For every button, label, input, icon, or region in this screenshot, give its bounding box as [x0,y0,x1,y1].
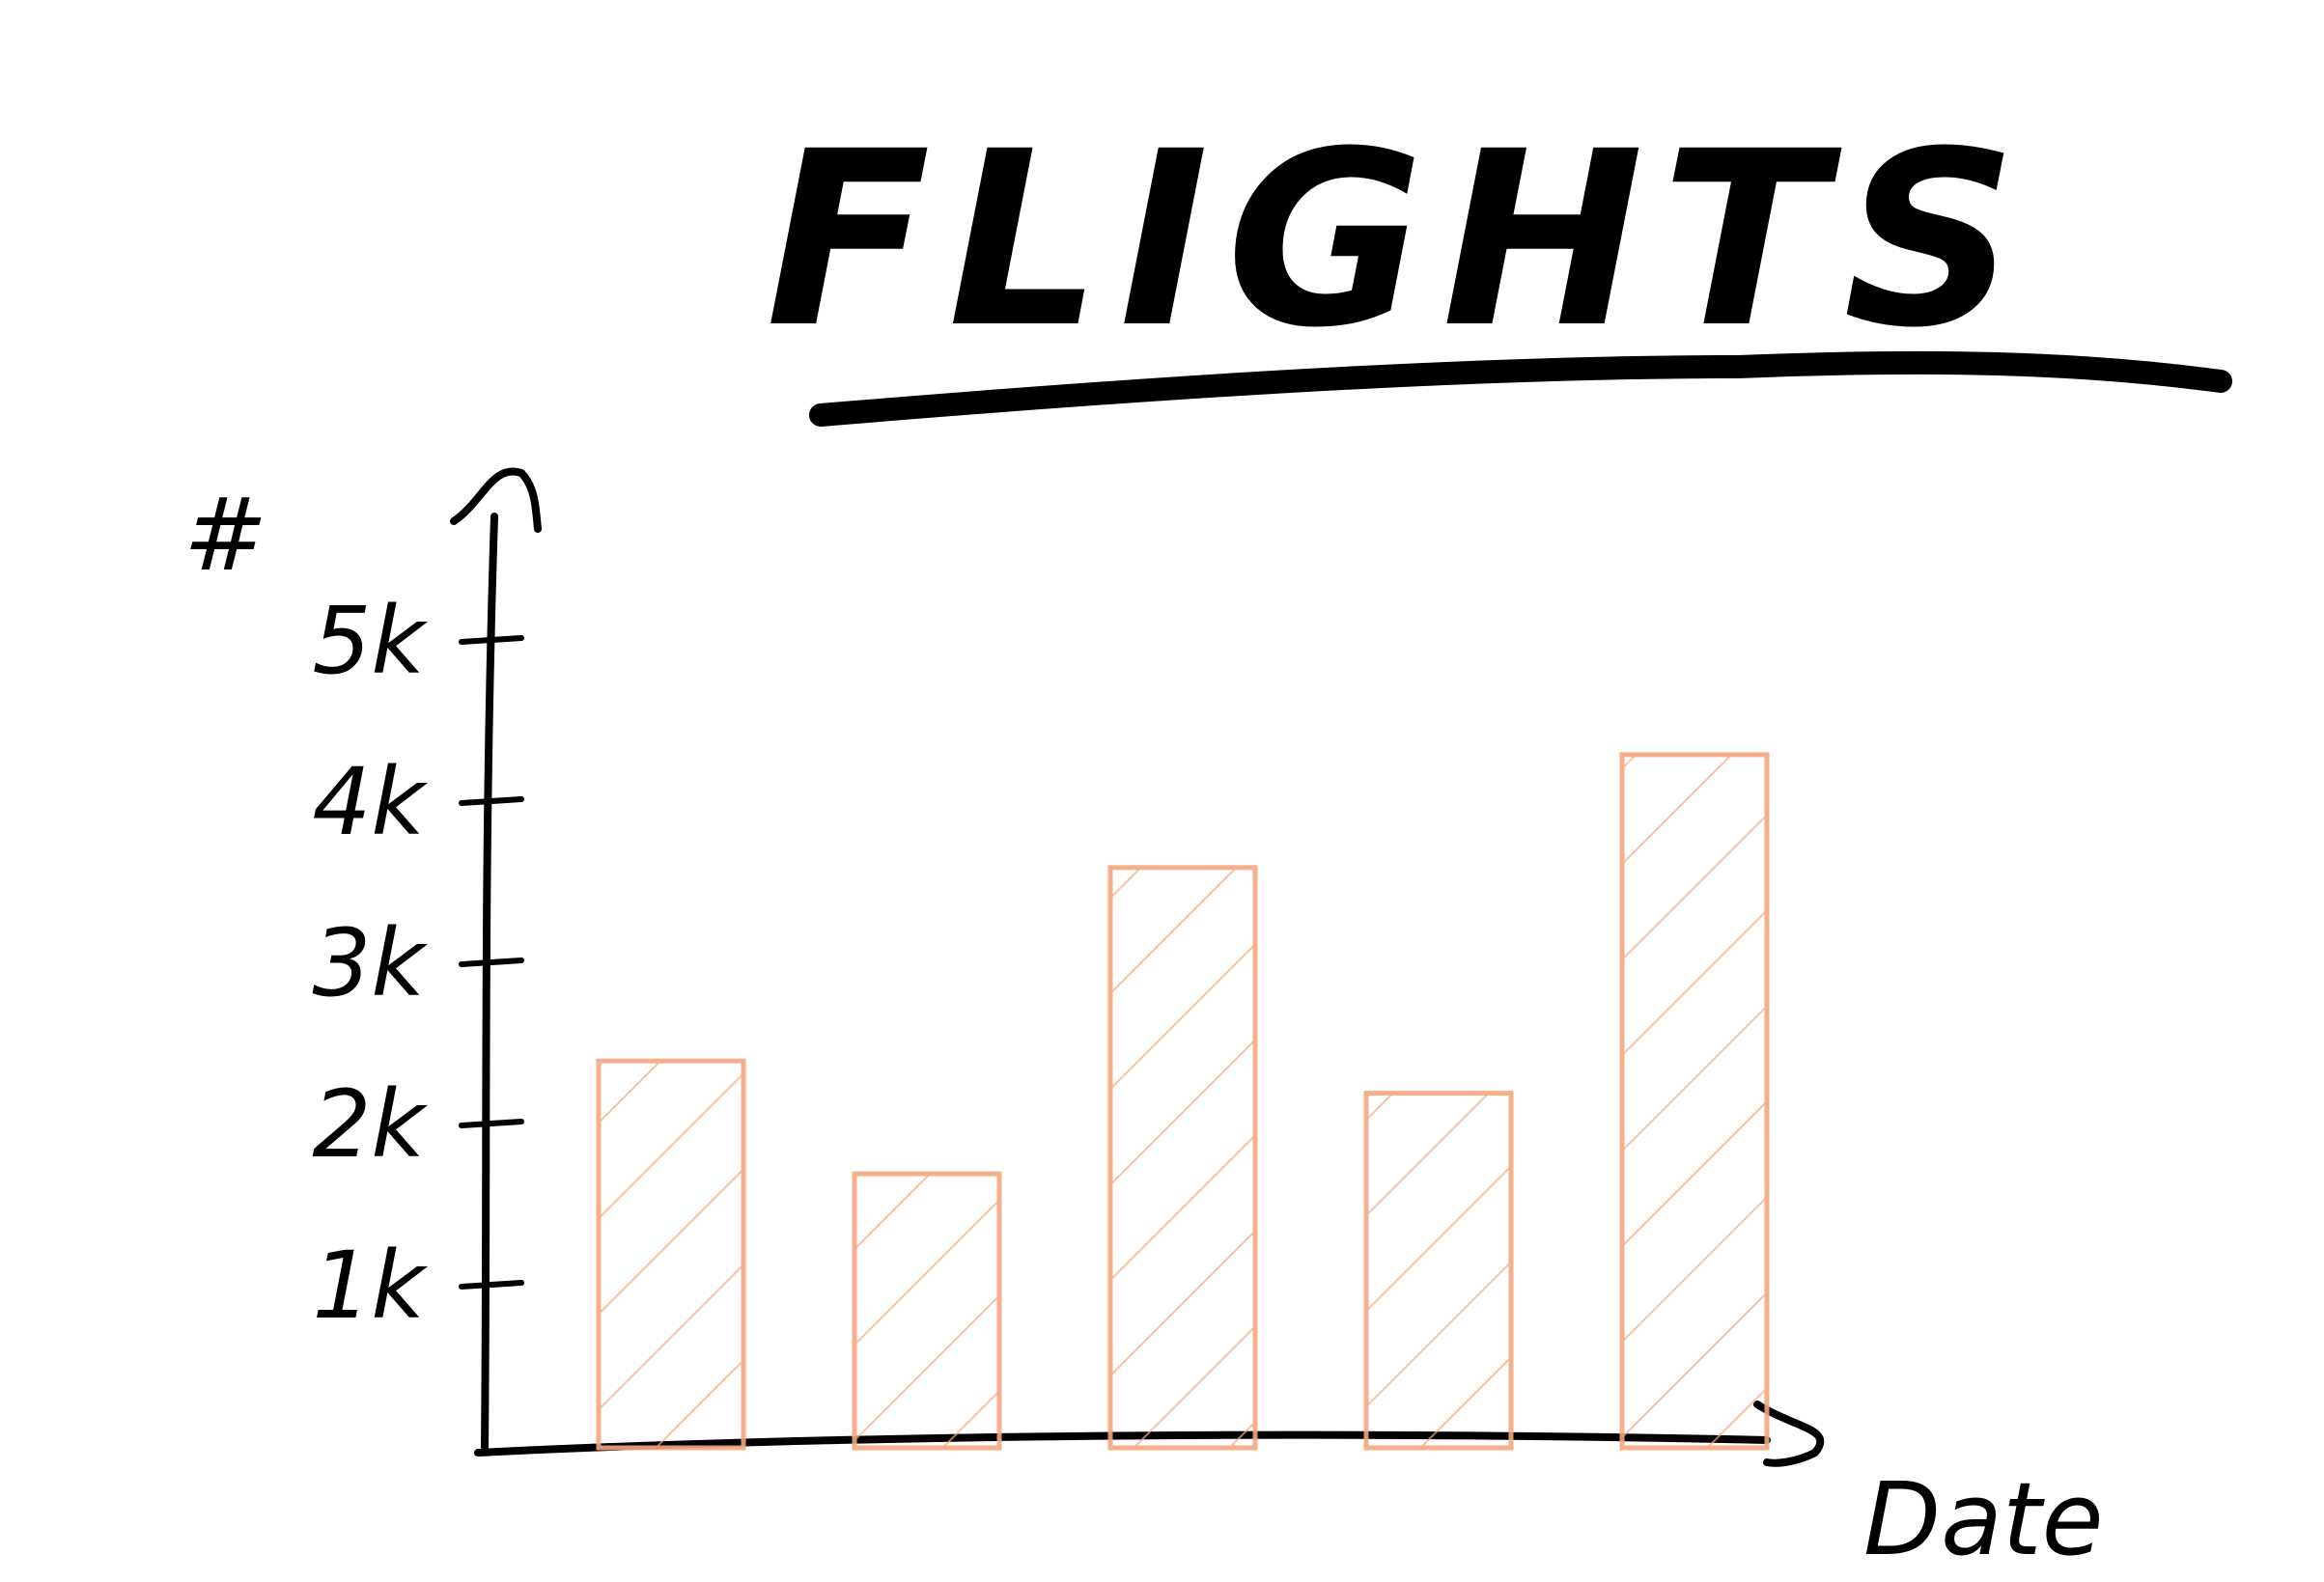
bars [596,752,1770,1451]
y-tick-label-5k: 5k [312,587,428,695]
title-underline [809,350,2232,427]
bar [852,1171,1002,1451]
y-tick [459,1280,524,1290]
bar [1619,752,1770,1451]
y-tick-label-4k: 4k [312,748,428,856]
bar [596,1058,746,1451]
y-tick [459,1119,524,1128]
y-tick-label-1k: 1k [312,1232,428,1340]
y-tick-label-2k: 2k [312,1070,428,1179]
x-axis-label: Date [1863,1460,2104,1578]
y-axis-label: # [183,476,267,594]
y-tick [459,635,524,645]
y-tick-label-3k: 3k [312,909,428,1017]
y-ticks [459,635,524,1290]
y-axis [481,513,498,1452]
y-axis-arrow [450,467,542,533]
chart-title: FLIGHTS [766,99,2034,380]
bar [1363,1091,1514,1451]
y-tick [459,796,524,806]
y-tick [459,958,524,967]
x-axis-arrow [1753,1401,1825,1467]
bar [1107,865,1258,1451]
